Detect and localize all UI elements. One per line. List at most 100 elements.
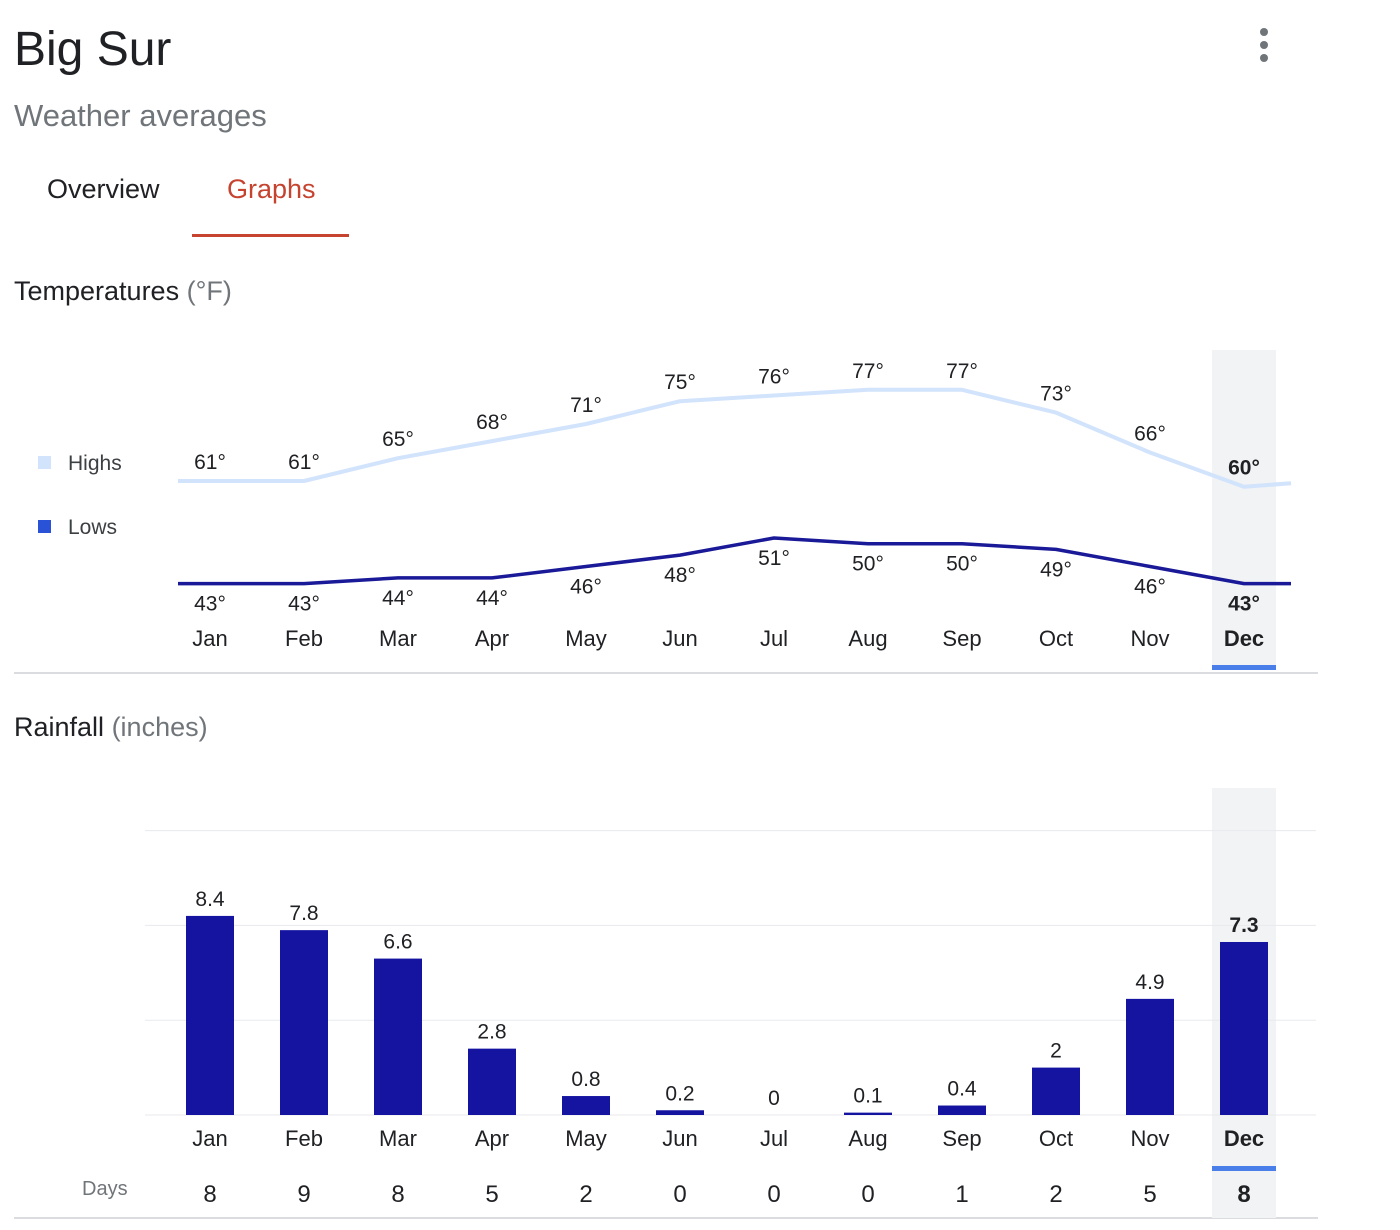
rainfall-month-label: Jun: [662, 1126, 697, 1151]
rain-days-value: 2: [1049, 1181, 1062, 1208]
bottom-divider: [14, 1217, 1318, 1219]
tab-graphs[interactable]: Graphs: [227, 174, 316, 204]
lows-value-label: 43°: [1228, 593, 1260, 616]
lows-line: [178, 536, 1291, 586]
rainfall-month-label: Mar: [379, 1126, 417, 1151]
temperature-month-label: Feb: [285, 626, 323, 651]
rain-days-value: 9: [297, 1181, 310, 1208]
temperature-month-label: Aug: [848, 626, 887, 651]
temperatures-heading: Temperatures (°F): [14, 276, 232, 307]
highs-value-label: 60°: [1228, 457, 1260, 480]
rainfall-bar: [186, 915, 234, 1115]
highs-value-label: 68°: [476, 411, 508, 434]
page-subtitle: Weather averages: [14, 98, 267, 133]
highs-value-label: 65°: [382, 428, 414, 451]
lows-value-label: 50°: [852, 553, 884, 576]
rainfall-value-label: 7.8: [289, 902, 318, 925]
highs-value-label: 73°: [1040, 383, 1072, 406]
rainfall-value-label: 0.2: [665, 1082, 694, 1105]
rain-days-value: 1: [955, 1181, 968, 1208]
rainfall-month-label: Sep: [942, 1126, 981, 1151]
rainfall-month-label: Jul: [760, 1126, 788, 1151]
highs-value-label: 77°: [946, 360, 978, 383]
rainfall-month-label: Nov: [1130, 1126, 1169, 1151]
lows-value-label: 44°: [476, 587, 508, 610]
lows-value-label: 46°: [1134, 576, 1166, 599]
rainfall-month-label: Dec: [1224, 1126, 1264, 1151]
rainfall-month-label: Feb: [285, 1126, 323, 1151]
lows-value-label: 49°: [1040, 558, 1072, 581]
rainfall-value-label: 2.8: [477, 1021, 506, 1044]
highs-value-label: 61°: [194, 451, 226, 474]
rainfall-bar: [374, 958, 422, 1115]
temperature-month-label: Nov: [1130, 626, 1169, 651]
lows-value-label: 43°: [288, 593, 320, 616]
rain-days-value: 5: [1143, 1181, 1156, 1208]
rainfall-value-label: 0.8: [571, 1068, 600, 1091]
lows-value-label: 46°: [570, 576, 602, 599]
temperature-month-label: Mar: [379, 626, 417, 651]
lows-swatch: [38, 519, 51, 533]
more-vert-icon[interactable]: [1248, 26, 1280, 66]
rainfall-month-label: Apr: [475, 1126, 509, 1151]
rainfall-value-label: 7.3: [1229, 914, 1258, 937]
rainfall-bar: [656, 1110, 704, 1115]
selected-month-indicator: [1212, 1166, 1276, 1171]
selected-column-bg: [1212, 350, 1276, 670]
lows-value-label: 48°: [664, 564, 696, 587]
rainfall-bar: [1032, 1067, 1080, 1115]
rainfall-bar: [1220, 941, 1268, 1115]
rainfall-heading: Rainfall (inches): [14, 712, 208, 743]
tab-overview[interactable]: Overview: [47, 174, 160, 204]
rainfall-value-label: 0: [768, 1087, 780, 1110]
temperature-month-label: Oct: [1039, 626, 1073, 651]
temperature-month-label: Apr: [475, 626, 509, 651]
highs-swatch: [38, 455, 51, 469]
temperature-month-label: Jul: [760, 626, 788, 651]
rain-days-value: 8: [203, 1181, 216, 1208]
temperatures-title: Temperatures: [14, 276, 180, 306]
selected-month-indicator: [1212, 665, 1276, 670]
rainfall-month-label: Oct: [1039, 1126, 1073, 1151]
rainfall-bar: [468, 1048, 516, 1115]
temperature-month-label: Jan: [192, 626, 227, 651]
rainfall-bar: [938, 1105, 986, 1115]
rain-days-value: 0: [673, 1181, 686, 1208]
rainfall-month-label: Aug: [848, 1126, 887, 1151]
temperature-month-label: May: [565, 626, 607, 651]
temperature-month-label: Jun: [662, 626, 697, 651]
rainfall-bar: [844, 1112, 892, 1115]
temperatures-unit: (°F): [186, 276, 232, 306]
location-title: Big Sur: [14, 23, 172, 76]
rainfall-value-label: 2: [1050, 1040, 1062, 1063]
rainfall-value-label: 0.4: [947, 1078, 977, 1101]
rain-days-value: 8: [1237, 1181, 1250, 1208]
rainfall-bar: [562, 1096, 610, 1115]
highs-value-label: 61°: [288, 451, 320, 474]
rainfall-month-label: Jan: [192, 1126, 227, 1151]
legend-lows: Lows: [38, 516, 117, 540]
temperature-month-label: Dec: [1224, 626, 1264, 651]
highs-line: [178, 387, 1292, 489]
rain-days-value: 2: [579, 1181, 592, 1208]
rainfall-bar: [1126, 998, 1174, 1115]
rain-days-value: 0: [861, 1181, 874, 1208]
rain-days-value: 0: [767, 1181, 780, 1208]
highs-value-label: 76°: [758, 366, 790, 389]
rainfall-value-label: 0.1: [853, 1085, 882, 1108]
temperature-month-label: Sep: [942, 626, 981, 651]
legend-highs: Highs: [38, 452, 122, 476]
highs-value-label: 75°: [664, 371, 696, 394]
lows-value-label: 50°: [946, 553, 978, 576]
highs-value-label: 71°: [570, 394, 602, 417]
rain-days-value: 8: [391, 1181, 404, 1208]
lows-value-label: 43°: [194, 593, 226, 616]
rainfall-month-label: May: [565, 1126, 607, 1151]
highs-value-label: 66°: [1134, 423, 1166, 446]
legend-highs-label: Highs: [68, 452, 122, 475]
rainfall-value-label: 4.9: [1135, 971, 1164, 994]
highs-value-label: 77°: [852, 360, 884, 383]
rainfall-bar: [280, 930, 328, 1115]
legend-lows-label: Lows: [68, 516, 118, 539]
lows-value-label: 44°: [382, 587, 414, 610]
